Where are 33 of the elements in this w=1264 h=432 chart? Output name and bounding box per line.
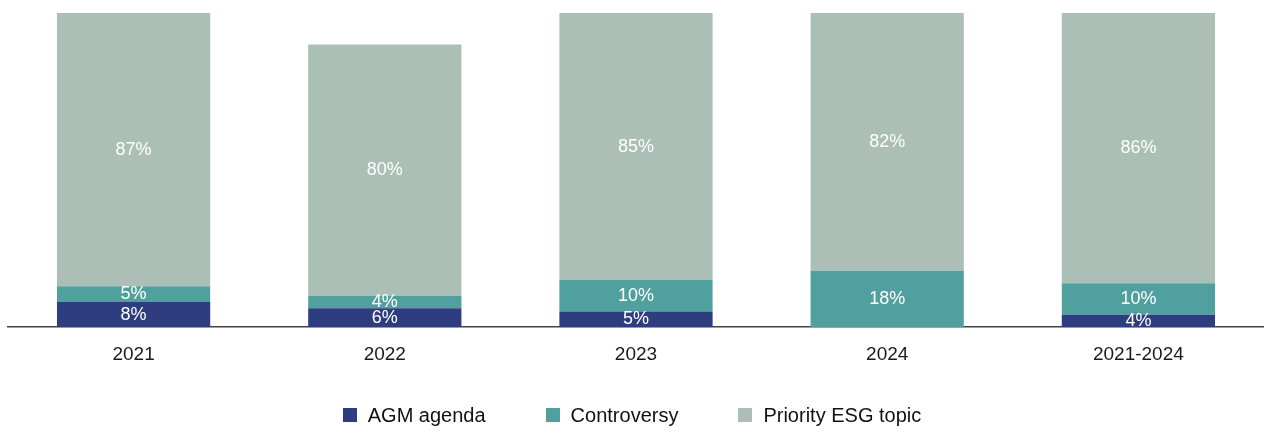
bar xyxy=(56,286,211,303)
data-label: 85% xyxy=(617,135,655,156)
data-label: 5% xyxy=(120,283,147,304)
bar xyxy=(56,302,211,328)
data-label: 5% xyxy=(622,308,650,329)
bar xyxy=(559,311,713,328)
data-label: 6% xyxy=(371,306,398,327)
bar xyxy=(559,280,713,312)
bar xyxy=(810,13,964,271)
data-label: 8% xyxy=(120,303,147,324)
bar xyxy=(56,13,211,287)
data-label: 87% xyxy=(115,138,152,159)
x-tick-label: 2022 xyxy=(363,342,406,364)
x-tick-label: 2021-2024 xyxy=(1092,342,1185,364)
data-label: 10% xyxy=(1120,287,1157,308)
data-label: 80% xyxy=(366,159,403,180)
bar xyxy=(810,270,964,328)
data-label: 82% xyxy=(869,130,906,151)
bar xyxy=(308,308,462,328)
x-tick-label: 2021 xyxy=(112,342,155,364)
x-tick-label: 2023 xyxy=(614,342,658,364)
legend-label: Priority ESG topic xyxy=(763,403,922,427)
x-tick-label: 2024 xyxy=(866,342,909,364)
bar xyxy=(559,13,713,281)
bar xyxy=(1061,13,1216,284)
bar xyxy=(1061,283,1216,315)
legend-label: Controversy xyxy=(570,403,679,427)
data-label: 4% xyxy=(1125,309,1152,330)
data-label: 10% xyxy=(617,284,655,305)
data-label: 18% xyxy=(869,287,906,308)
legend-label: AGM agenda xyxy=(367,403,486,427)
data-label: 86% xyxy=(1120,137,1157,158)
bar xyxy=(308,44,462,296)
